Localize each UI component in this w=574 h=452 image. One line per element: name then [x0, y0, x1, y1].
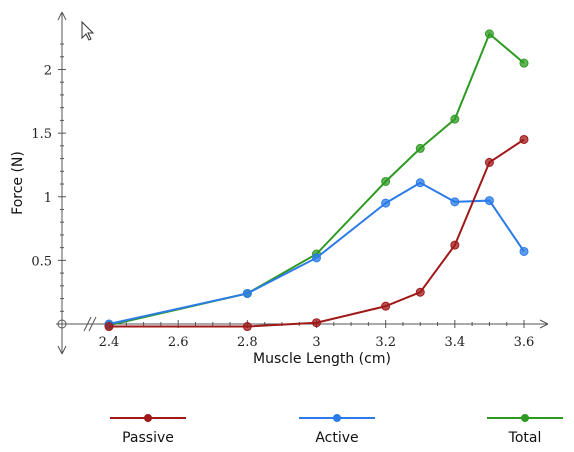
legend-label: Total [508, 430, 542, 446]
legend-label: Active [315, 430, 358, 446]
data-point [104, 322, 114, 332]
x-tick-label: 3 [312, 335, 320, 350]
series-total [104, 29, 529, 330]
mouse-pointer-icon [81, 20, 95, 41]
legend-label: Passive [122, 430, 174, 446]
series-passive [104, 134, 529, 332]
data-point [415, 178, 425, 188]
data-point [381, 198, 391, 208]
data-point [415, 143, 425, 153]
data-point [312, 253, 321, 263]
y-axis-arrow-down [57, 345, 67, 355]
x-tick-label: 3.4 [444, 335, 465, 350]
data-point [381, 301, 391, 311]
data-point [242, 322, 252, 332]
series-active [104, 178, 529, 329]
data-point [450, 114, 460, 124]
data-point [519, 246, 529, 256]
axes: 2.4 2.6 2.8 3 3.2 3.4 3.6 0.5 1 1.5 2 [31, 11, 549, 355]
x-axis-break-icon [83, 316, 97, 332]
x-tick-label: 2.6 [168, 335, 189, 350]
series-line-passive [109, 138, 525, 328]
x-tick-label: 3.2 [375, 335, 396, 350]
data-point [415, 287, 425, 297]
y-tick-label: 0.5 [31, 254, 52, 269]
y-tick-label: 1.5 [31, 127, 52, 142]
y-axis-title: Force (N) [10, 151, 26, 215]
origin-marker [57, 319, 67, 329]
x-axis-arrow [539, 319, 549, 329]
legend-swatch-dot [333, 414, 341, 422]
series-layer [104, 29, 529, 332]
legend: Passive Active Total [110, 414, 563, 446]
data-point [450, 197, 460, 207]
legend-item-total: Total [487, 414, 563, 446]
data-point [519, 58, 529, 68]
y-tick-label: 2 [44, 64, 52, 79]
y-axis-arrow-up [57, 11, 67, 21]
x-tick-label: 2.8 [237, 335, 258, 350]
data-point [519, 134, 529, 144]
legend-swatch-dot [521, 414, 529, 422]
x-axis-title: Muscle Length (cm) [253, 351, 391, 367]
data-point [484, 196, 494, 206]
series-line-active [108, 181, 525, 325]
legend-item-passive: Passive [110, 414, 186, 446]
data-point [381, 176, 391, 186]
x-tick-label: 3.6 [514, 335, 535, 350]
x-tick-label: 2.4 [99, 335, 120, 350]
y-tick-label: 1 [44, 191, 52, 206]
data-point [312, 318, 321, 328]
data-point [450, 240, 460, 250]
data-point [484, 29, 494, 39]
legend-item-active: Active [299, 414, 375, 446]
data-point [484, 157, 494, 167]
series-line-total [108, 32, 525, 327]
data-point [242, 288, 252, 298]
legend-swatch-dot [144, 414, 152, 422]
